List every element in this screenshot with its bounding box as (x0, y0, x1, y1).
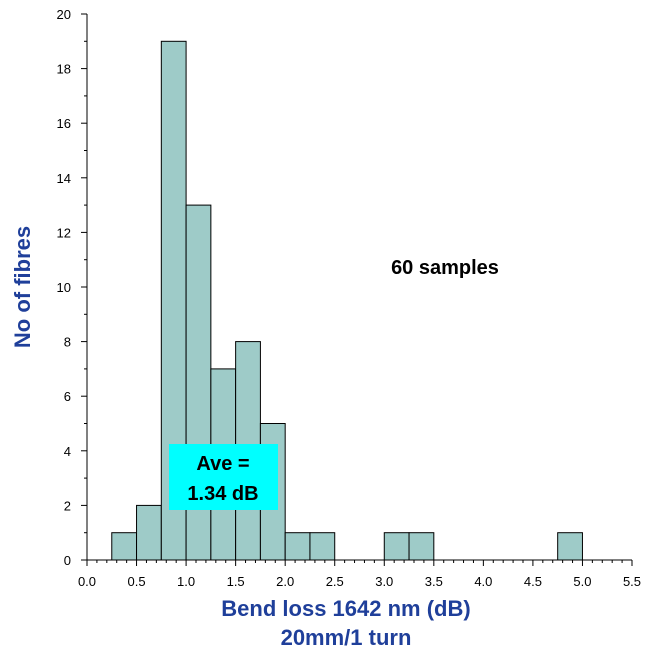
x-tick-label: 2.5 (326, 574, 344, 589)
y-tick-label: 12 (57, 225, 71, 240)
average-annotation-line1: Ave = (196, 453, 249, 475)
y-tick-label: 6 (64, 389, 71, 404)
y-tick-label: 0 (64, 553, 71, 568)
x-tick-label: 4.0 (474, 574, 492, 589)
x-tick-label: 1.5 (227, 574, 245, 589)
y-tick-label: 18 (57, 62, 71, 77)
ticks-group: 0 2 4 6 8 10 12 14 16 18 20 0.0 0.5 1.0 1.5 2.0 2.5 3.0 3.… (57, 7, 642, 589)
y-tick-label: 14 (57, 171, 71, 186)
y-tick-label: 20 (57, 7, 71, 22)
x-tick-label: 3.5 (425, 574, 443, 589)
histogram-bar (136, 504, 162, 561)
x-tick-label: 4.5 (524, 574, 542, 589)
samples-annotation: 60 samples (391, 257, 499, 279)
y-tick-label: 4 (64, 444, 71, 459)
histogram-bar (383, 532, 410, 561)
histogram-bar (309, 532, 336, 561)
histogram-bar (557, 532, 583, 561)
x-tick-label: 2.0 (276, 574, 294, 589)
y-tick-label: 10 (57, 280, 71, 295)
average-annotation-line2: 1.34 dB (187, 483, 258, 505)
x-axis-title: Bend loss 1642 nm (dB) (221, 596, 470, 621)
histogram-bar (408, 532, 435, 561)
y-tick-label: 2 (64, 498, 71, 513)
x-tick-label: 3.0 (375, 574, 393, 589)
x-tick-label: 5.5 (623, 574, 641, 589)
x-tick-label: 0.5 (128, 574, 146, 589)
y-tick-label: 8 (64, 335, 71, 350)
average-annotation-box (169, 444, 278, 510)
histogram-bar (111, 532, 138, 561)
x-tick-label: 5.0 (573, 574, 591, 589)
y-tick-label: 16 (57, 116, 71, 131)
x-tick-label: 1.0 (177, 574, 195, 589)
x-axis-title-line2: 20mm/1 turn (281, 625, 412, 650)
histogram-bar (284, 532, 311, 561)
x-tick-label: 0.0 (78, 574, 96, 589)
y-axis-title: No of fibres (10, 226, 35, 348)
